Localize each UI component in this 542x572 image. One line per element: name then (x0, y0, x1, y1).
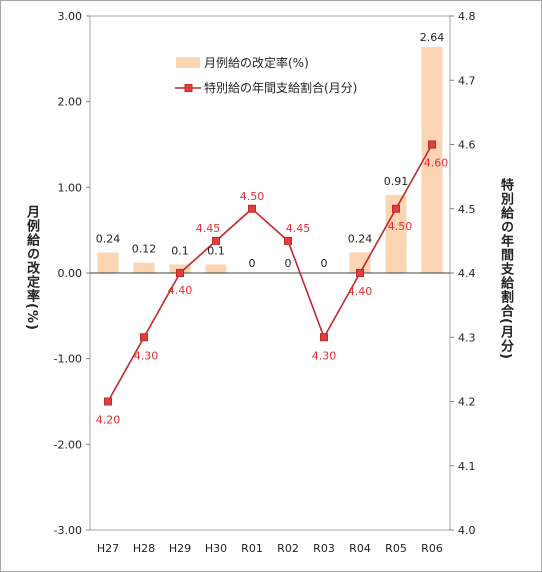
line-marker-R02 (284, 236, 292, 245)
line-label-H27: 4.20 (96, 414, 121, 427)
category-label-R03: R03 (313, 542, 335, 555)
left-axis-label: 月例給の改定率(%) (24, 205, 39, 331)
left-tick-label: 0.00 (58, 267, 83, 280)
bar-label-R04: 0.24 (348, 232, 373, 245)
line-marker-H28 (140, 333, 148, 342)
left-tick-label: -3.00 (54, 524, 82, 537)
legend-line-marker (184, 84, 193, 92)
category-label-R05: R05 (385, 542, 407, 555)
line-series (107, 144, 433, 402)
left-tick-label: -1.00 (54, 353, 82, 366)
right-tick-label: 4.0 (458, 524, 476, 537)
right-tick-label: 4.8 (458, 10, 476, 23)
bar-H30 (205, 264, 227, 273)
category-label-H29: H29 (169, 542, 191, 555)
left-tick-label: 2.00 (58, 96, 83, 109)
bar-R06 (421, 46, 443, 274)
category-label-R06: R06 (421, 542, 443, 555)
bar-label-R05: 0.91 (384, 175, 409, 188)
bar-H28 (133, 262, 155, 273)
line-marker-R04 (356, 269, 364, 277)
right-tick-label: 4.2 (458, 396, 476, 409)
legend-bar-label: 月例給の改定率(%) (204, 55, 309, 70)
line-marker-H30 (212, 236, 220, 245)
line-marker-H27 (104, 397, 112, 406)
right-tick-label: 4.4 (458, 267, 476, 280)
line-label-H28: 4.30 (134, 349, 159, 362)
right-tick-label: 4.3 (458, 331, 476, 344)
left-tick-label: 1.00 (58, 181, 83, 194)
line-label-R03: 4.30 (312, 349, 337, 362)
line-label-H30: 4.45 (196, 222, 221, 235)
right-axis-label: 特別給の年間支給割合(月分) (498, 178, 513, 360)
bar-label-H29: 0.1 (171, 244, 189, 257)
bar-label-H27: 0.24 (96, 232, 121, 245)
line-marker-H29 (176, 269, 184, 277)
category-label-H28: H28 (133, 542, 155, 555)
legend-line-label: 特別給の年間支給割合(月分) (204, 80, 357, 95)
bar-label-R06: 2.64 (420, 31, 445, 44)
line-marker-R05 (392, 204, 400, 213)
line-label-H29: 4.40 (168, 284, 193, 297)
bar-R05 (385, 195, 407, 273)
category-label-R02: R02 (277, 542, 299, 555)
line-label-R01: 4.50 (240, 190, 265, 203)
bar-H27 (97, 252, 119, 273)
left-tick-label: 3.00 (58, 10, 83, 23)
category-label-R01: R01 (241, 542, 263, 555)
line-marker-R01 (248, 204, 256, 213)
line-marker-R03 (320, 333, 328, 342)
bar-label-R01: 0 (249, 257, 256, 270)
line-label-R06: 4.60 (424, 157, 449, 170)
bar-H29 (169, 264, 191, 273)
category-label-R04: R04 (349, 542, 371, 555)
bar-label-R02: 0 (285, 257, 292, 270)
bar-label-H28: 0.12 (132, 243, 157, 256)
line-label-R05: 4.50 (388, 220, 413, 233)
legend-bar-swatch (176, 57, 200, 68)
line-label-R02: 4.45 (286, 222, 311, 235)
category-label-H27: H27 (97, 542, 119, 555)
right-tick-label: 4.7 (458, 74, 476, 87)
right-tick-label: 4.1 (458, 460, 476, 473)
category-label-H30: H30 (205, 542, 227, 555)
line-marker-R06 (428, 140, 436, 149)
bar-R04 (349, 252, 371, 273)
right-tick-label: 4.6 (458, 139, 476, 152)
line-label-R04: 4.40 (348, 285, 373, 298)
bar-label-H30: 0.1 (207, 244, 225, 257)
right-tick-label: 4.5 (458, 203, 476, 216)
left-tick-label: -2.00 (54, 438, 82, 451)
bar-label-R03: 0 (321, 257, 328, 270)
